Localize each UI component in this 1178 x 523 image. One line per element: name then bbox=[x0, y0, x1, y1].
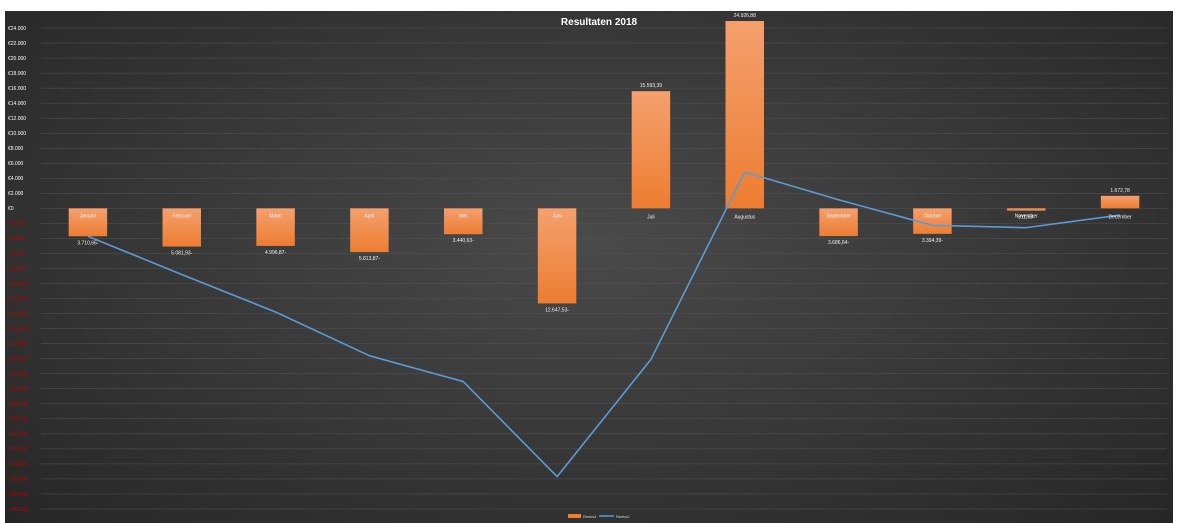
category-label: Augustus bbox=[734, 214, 755, 220]
bar bbox=[819, 208, 858, 237]
category-label: Januari bbox=[80, 213, 96, 219]
y-tick-label: €20.000 bbox=[8, 56, 26, 62]
category-label: Maart bbox=[269, 213, 282, 219]
data-label: 3.686,64- bbox=[828, 240, 849, 246]
y-tick-label: €10.000 bbox=[8, 131, 26, 137]
y-tick-label: -€22.000 bbox=[8, 372, 28, 378]
bar bbox=[1100, 195, 1140, 209]
grid-layer bbox=[41, 27, 1167, 510]
y-tick-label: €22.000 bbox=[8, 41, 26, 47]
y-tick-label: -€4.000 bbox=[8, 236, 25, 242]
y-tick-label: €16.000 bbox=[8, 86, 26, 92]
line-series bbox=[87, 171, 1121, 478]
y-tick-label: -€24.000 bbox=[8, 387, 28, 393]
y-tick-label: -€36.000 bbox=[8, 477, 28, 483]
bar bbox=[631, 91, 671, 209]
y-tick-label: €24.000 bbox=[8, 26, 26, 32]
category-label: Oktober bbox=[924, 213, 942, 219]
bar bbox=[444, 208, 483, 235]
y-axis-tick-labels: €24.000 €22.000 €20.000 €18.000 €16.000 €14.0… bbox=[8, 26, 28, 513]
chart-area: Resultaten 2018 €24.000 €22.000 €20.000 €18… bbox=[5, 11, 1173, 523]
y-tick-label: -€38.000 bbox=[8, 492, 28, 498]
y-tick-label: -€14.000 bbox=[8, 311, 28, 317]
y-tick-label: €12.000 bbox=[8, 116, 26, 122]
bar bbox=[1007, 208, 1046, 211]
series-line bbox=[87, 171, 1121, 478]
category-label: September bbox=[826, 213, 851, 219]
data-label: 12.647,53- bbox=[545, 307, 569, 313]
y-tick-label: -€26.000 bbox=[8, 402, 28, 408]
y-tick-label: -€28.000 bbox=[8, 417, 28, 423]
category-label: Februari bbox=[172, 213, 191, 219]
category-label: Juli bbox=[647, 214, 655, 220]
category-label: November bbox=[1015, 213, 1038, 219]
category-label: Juni bbox=[552, 213, 561, 219]
y-tick-label: €6.000 bbox=[8, 161, 24, 167]
y-tick-label: -€6.000 bbox=[8, 251, 25, 257]
y-tick-label: -€30.000 bbox=[8, 432, 28, 438]
bar bbox=[537, 208, 577, 304]
data-label: 5.813,87- bbox=[359, 256, 380, 262]
bar bbox=[350, 208, 389, 253]
y-tick-label: €0 bbox=[8, 206, 14, 212]
y-tick-label: -€32.000 bbox=[8, 447, 28, 453]
category-label: Mei bbox=[459, 213, 467, 219]
resultaten-chart: Resultaten 2018 €24.000 €22.000 €20.000 €18… bbox=[8, 13, 1167, 519]
data-label: 3.394,39- bbox=[922, 238, 943, 244]
data-labels: Januari 3.710,66- Februari 5.081,93- Maart 4.… bbox=[77, 13, 1132, 313]
bar bbox=[162, 208, 201, 247]
data-label: 3.710,66- bbox=[77, 240, 98, 246]
y-tick-label: €2.000 bbox=[8, 191, 24, 197]
y-tick-label: -€8.000 bbox=[8, 266, 25, 272]
legend: Reeks1 Reeks2 bbox=[568, 514, 630, 519]
y-tick-label: -€18.000 bbox=[8, 341, 28, 347]
y-tick-label: -€12.000 bbox=[8, 296, 28, 302]
data-label: 24.926,88 bbox=[734, 13, 756, 19]
legend-swatch-bar bbox=[568, 514, 581, 518]
y-tick-label: €18.000 bbox=[8, 71, 26, 77]
y-tick-label: €4.000 bbox=[8, 176, 24, 182]
bar bbox=[256, 208, 295, 246]
y-tick-label: -€20.000 bbox=[8, 356, 28, 362]
data-label: 4.996,87- bbox=[265, 250, 286, 256]
y-tick-label: -€10.000 bbox=[8, 281, 28, 287]
chart-title: Resultaten 2018 bbox=[561, 17, 638, 28]
y-tick-label: -€2.000 bbox=[8, 221, 25, 227]
data-label: 311,53- bbox=[1018, 215, 1035, 221]
bar bbox=[725, 21, 764, 209]
y-tick-label: -€40.000 bbox=[8, 507, 28, 513]
data-label: 1.672,78 bbox=[1110, 188, 1130, 194]
legend-label-bar: Reeks1 bbox=[583, 514, 597, 519]
y-tick-label: €8.000 bbox=[8, 146, 24, 152]
bar bbox=[68, 208, 108, 237]
y-tick-label: -€16.000 bbox=[8, 326, 28, 332]
y-tick-label: -€34.000 bbox=[8, 462, 28, 468]
legend-label-line: Reeks2 bbox=[616, 514, 630, 519]
data-label: 5.081,93- bbox=[171, 251, 192, 257]
bar-series bbox=[68, 21, 1140, 304]
category-label: December bbox=[1109, 214, 1132, 220]
data-label: 15.593,39 bbox=[640, 83, 662, 89]
y-tick-label: €14.000 bbox=[8, 101, 26, 107]
category-label: April bbox=[364, 213, 374, 219]
data-label: 3.440,63- bbox=[453, 238, 474, 244]
